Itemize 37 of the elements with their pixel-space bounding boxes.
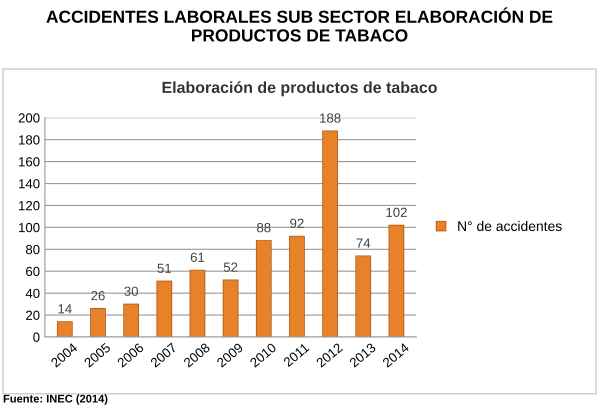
bar bbox=[222, 280, 238, 337]
y-tick-label: 140 bbox=[19, 179, 40, 188]
y-tick-label: 80 bbox=[26, 244, 40, 254]
data-label: 52 bbox=[224, 262, 238, 272]
y-tick-label: 160 bbox=[19, 157, 40, 166]
data-label: 188 bbox=[320, 113, 341, 123]
bar bbox=[322, 130, 338, 337]
bar bbox=[123, 304, 140, 337]
data-label: 30 bbox=[124, 286, 138, 296]
bar bbox=[156, 280, 172, 337]
data-label: 74 bbox=[356, 238, 370, 248]
source-note: Fuente: INEC (2014) bbox=[4, 394, 108, 405]
bar bbox=[56, 321, 73, 337]
data-label: 92 bbox=[290, 218, 304, 228]
bar bbox=[289, 236, 305, 337]
chart-title: ACCIDENTES LABORALES SUB SECTOR ELABORACIÓN DE PRODUCTOS DE TABACO bbox=[46, 7, 552, 42]
bar bbox=[355, 255, 372, 337]
y-tick-label: 60 bbox=[26, 266, 40, 276]
bar bbox=[256, 240, 272, 337]
y-tick-label: 0 bbox=[33, 332, 40, 342]
bar bbox=[388, 224, 404, 337]
legend-label: N° de accidentes bbox=[458, 220, 562, 232]
bar bbox=[190, 270, 206, 337]
y-tick-label: 180 bbox=[19, 135, 40, 145]
chart-subtitle: Elaboración de productos de tabaco bbox=[162, 81, 437, 96]
data-label: 102 bbox=[386, 208, 407, 218]
y-tick-label: 40 bbox=[26, 288, 40, 298]
y-tick-label: 20 bbox=[26, 310, 40, 320]
bar bbox=[90, 308, 106, 337]
y-tick-label: 100 bbox=[19, 222, 40, 232]
y-tick-label: 120 bbox=[19, 201, 40, 210]
data-label: 51 bbox=[157, 264, 171, 273]
data-label: 26 bbox=[91, 290, 105, 300]
data-label: 61 bbox=[190, 252, 204, 262]
data-label: 14 bbox=[58, 304, 72, 314]
data-label: 88 bbox=[257, 223, 271, 232]
y-tick-label: 200 bbox=[18, 113, 40, 123]
